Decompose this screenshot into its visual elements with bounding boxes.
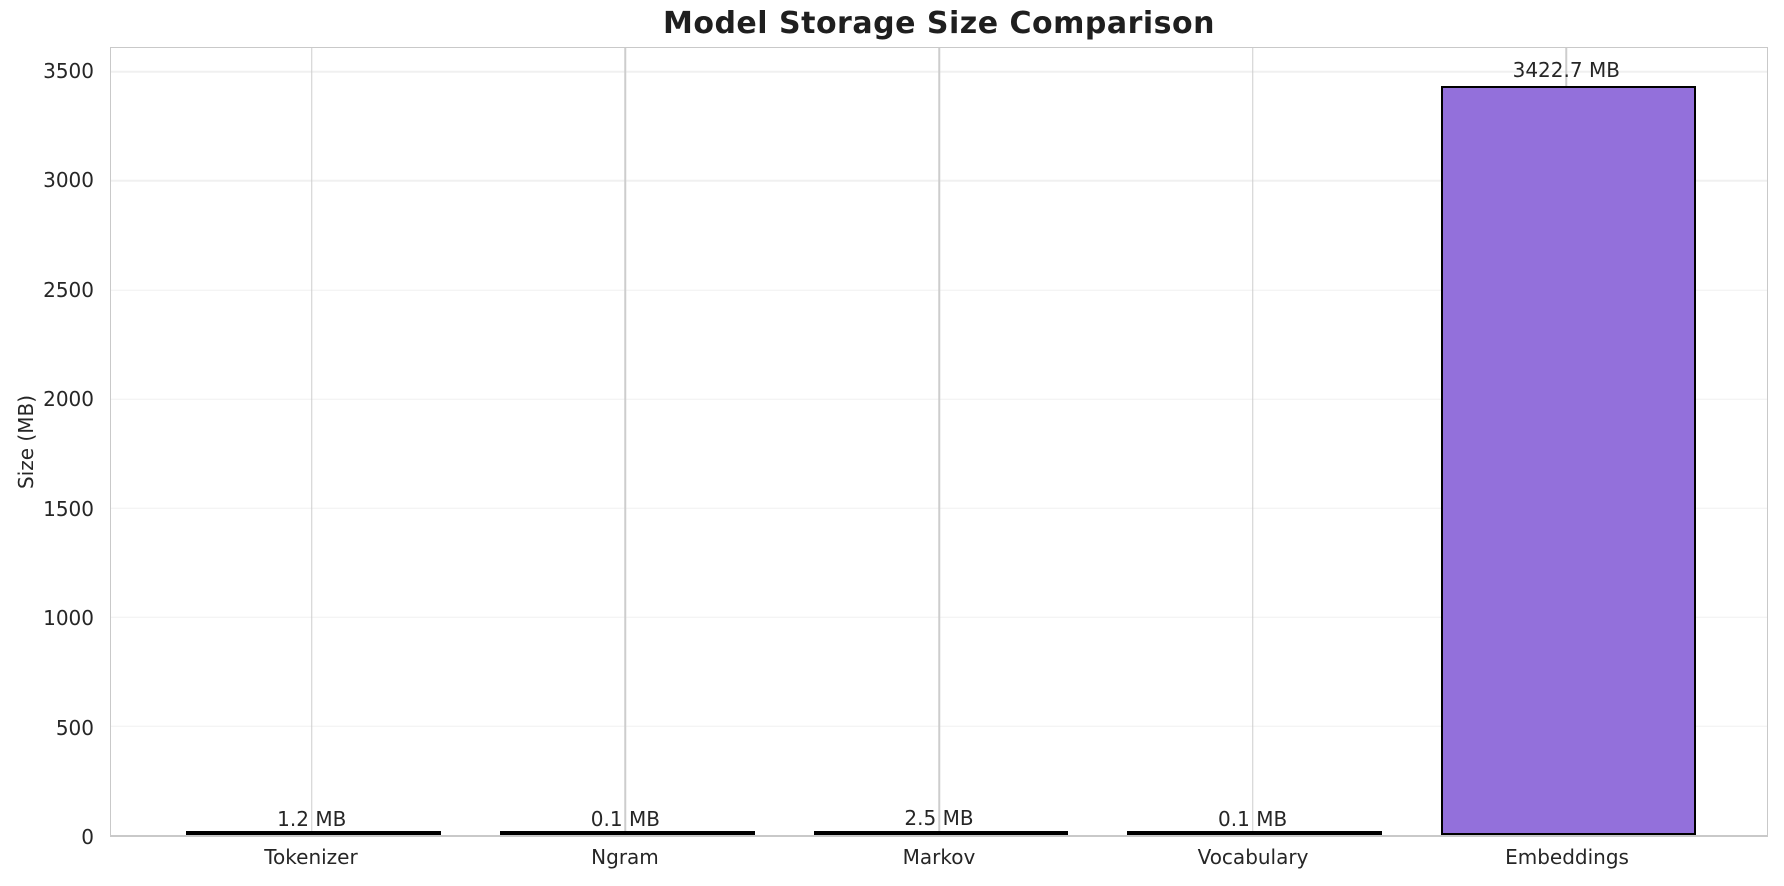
vertical-gridline	[624, 48, 627, 835]
x-tick-label: Markov	[902, 845, 976, 869]
x-tick-label: Tokenizer	[264, 845, 358, 869]
bar-value-label: 3422.7 MB	[1512, 58, 1620, 82]
y-tick-label: 1500	[43, 496, 94, 521]
y-tick-label: 3000	[43, 168, 94, 193]
y-tick-label: 1000	[43, 606, 94, 631]
y-tick-label: 2500	[43, 277, 94, 302]
bar-value-label: 0.1 MB	[590, 806, 660, 831]
bar-value-label: 2.5 MB	[904, 806, 974, 831]
vertical-gridline	[1251, 48, 1254, 835]
y-tick-label: 0	[81, 825, 94, 849]
plot-area: 1.2 MB 0.1 MB 2.5 MB 0.1 MB 3422.7 MB	[110, 47, 1768, 837]
vertical-gridline	[938, 48, 940, 835]
y-tick-label: 500	[55, 715, 94, 740]
bar-ngram	[499, 831, 755, 835]
x-tick-label: Ngram	[591, 845, 659, 869]
bar-vocabulary	[1127, 831, 1383, 835]
x-tick-label: Embeddings	[1505, 845, 1629, 869]
y-tick-label: 3500	[43, 59, 94, 84]
bar-markov	[813, 831, 1069, 835]
bar-value-label: 0.1 MB	[1218, 806, 1288, 831]
vertical-gridline	[310, 48, 313, 835]
y-tick-label: 2000	[43, 387, 94, 412]
chart-title: Model Storage Size Comparison	[662, 6, 1216, 41]
x-tick-label: Vocabulary	[1197, 845, 1309, 869]
bar-tokenizer	[186, 831, 442, 835]
bar-value-label: 1.2 MB	[277, 806, 347, 831]
bar-embeddings	[1440, 86, 1696, 835]
